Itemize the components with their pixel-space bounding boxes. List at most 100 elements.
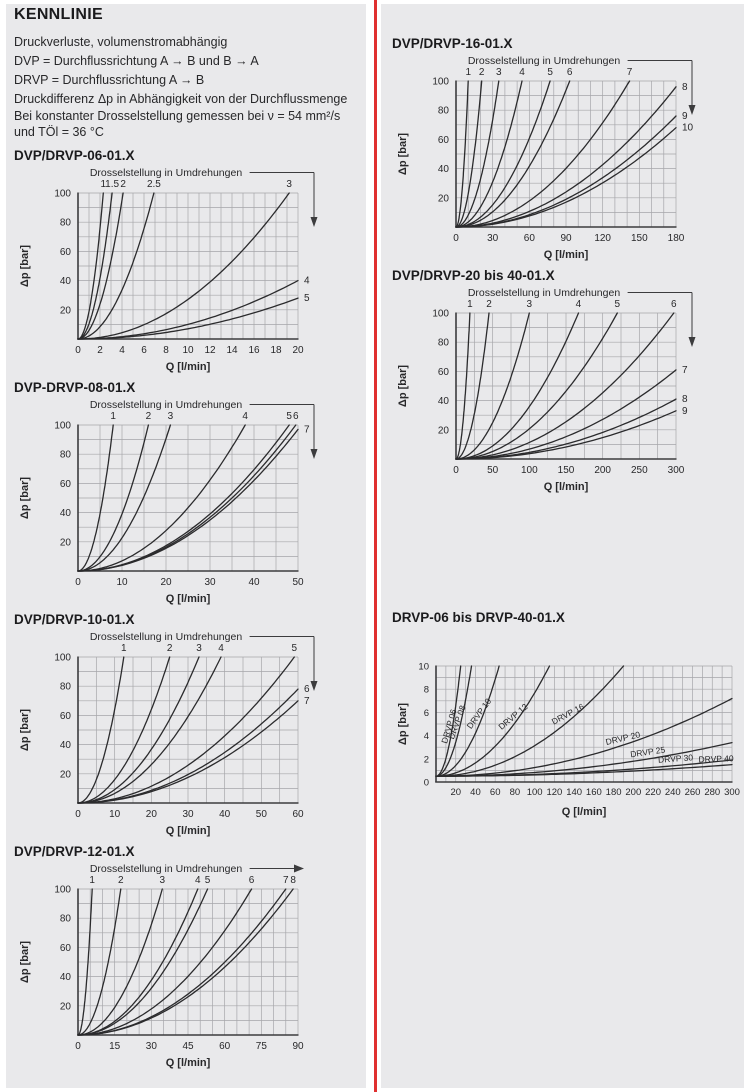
svg-text:10: 10 [109, 809, 121, 820]
chart-block-dvp-drvp-16: DVP/DRVP-16-01.X 0 30 60 90 120 150 180 20 40 60 8… [392, 36, 737, 265]
svg-text:Δp [bar]: Δp [bar] [397, 133, 409, 175]
svg-text:8: 8 [163, 345, 169, 356]
svg-text:8: 8 [290, 875, 296, 886]
intro-text: Druckverluste, volumenstromabhängig DVP … [14, 34, 366, 141]
svg-text:80: 80 [60, 914, 72, 925]
svg-text:3: 3 [168, 411, 174, 422]
svg-text:10: 10 [116, 577, 128, 588]
svg-text:20: 20 [438, 425, 450, 436]
chart-block-drvp-06-40: DRVP-06 bis DRVP-40-01.X 20 40 60 80 100 120 1… [392, 610, 744, 833]
svg-text:8: 8 [424, 685, 429, 696]
svg-text:20: 20 [60, 1001, 72, 1012]
svg-text:5: 5 [286, 411, 292, 422]
svg-text:10: 10 [418, 662, 429, 673]
svg-text:100: 100 [432, 77, 449, 88]
svg-text:60: 60 [60, 711, 72, 722]
svg-text:2: 2 [479, 67, 485, 78]
chart-title: DVP/DRVP-20 bis 40-01.X [392, 268, 555, 283]
svg-text:DRVP 25: DRVP 25 [630, 745, 666, 760]
svg-text:8: 8 [682, 394, 688, 405]
svg-text:60: 60 [490, 787, 501, 798]
svg-text:60: 60 [438, 135, 450, 146]
svg-text:0: 0 [75, 345, 81, 356]
svg-text:200: 200 [625, 787, 641, 798]
svg-text:40: 40 [60, 508, 72, 519]
svg-text:1: 1 [121, 643, 127, 654]
svg-text:50: 50 [292, 577, 304, 588]
svg-text:Q [l/min]: Q [l/min] [544, 249, 589, 261]
svg-text:15: 15 [109, 1041, 121, 1052]
chart-title: DRVP-06 bis DRVP-40-01.X [392, 610, 565, 625]
intro-line: DVP = Durchflussrichtung A → B und B → A [14, 54, 259, 68]
svg-text:60: 60 [60, 943, 72, 954]
dvp-drvp-16-chart: 0 30 60 90 120 150 180 20 40 60 80 100 Q [l/min] Δp [… [397, 55, 696, 261]
svg-text:2: 2 [118, 875, 124, 886]
svg-text:Drosselstellung in Umdrehungen: Drosselstellung in Umdrehungen [90, 631, 242, 643]
svg-text:7: 7 [627, 67, 633, 78]
dvp-drvp-08-chart: 0 10 20 30 40 50 20 40 60 80 100 Q [l/min] Δp [bar] D… [19, 399, 318, 605]
svg-text:40: 40 [248, 577, 260, 588]
svg-text:280: 280 [704, 787, 720, 798]
svg-text:Δp [bar]: Δp [bar] [19, 477, 31, 519]
svg-text:9: 9 [682, 111, 688, 122]
svg-text:2: 2 [97, 345, 103, 356]
chart-title: DVP/DRVP-06-01.X [14, 148, 135, 163]
svg-text:50: 50 [256, 809, 268, 820]
svg-text:16: 16 [248, 345, 260, 356]
svg-text:4: 4 [304, 276, 310, 287]
svg-text:60: 60 [292, 809, 304, 820]
svg-text:100: 100 [527, 787, 543, 798]
svg-text:20: 20 [450, 787, 461, 798]
chart-block-dvp-drvp-06: DVP/DRVP-06-01.X 0 2 4 6 8 10 12 14 16 18 20 20 40 60… [14, 148, 359, 377]
svg-text:DRVP 40: DRVP 40 [698, 753, 734, 764]
chart-title: DVP/DRVP-12-01.X [14, 844, 135, 859]
svg-text:120: 120 [546, 787, 562, 798]
svg-text:6: 6 [567, 67, 573, 78]
svg-text:Drosselstellung in Umdrehungen: Drosselstellung in Umdrehungen [90, 167, 242, 179]
svg-text:3: 3 [527, 299, 533, 310]
svg-text:0: 0 [75, 577, 81, 588]
svg-text:40: 40 [219, 809, 231, 820]
svg-text:40: 40 [470, 787, 481, 798]
svg-text:80: 80 [438, 338, 450, 349]
svg-text:1.5: 1.5 [105, 179, 119, 190]
svg-text:4: 4 [519, 67, 525, 78]
svg-text:80: 80 [60, 450, 72, 461]
svg-text:6: 6 [141, 345, 147, 356]
column-divider-line [374, 0, 377, 1092]
svg-text:30: 30 [146, 1041, 158, 1052]
svg-text:Q [l/min]: Q [l/min] [544, 481, 589, 493]
svg-text:40: 40 [60, 972, 72, 983]
chart-block-dvp-drvp-12: DVP/DRVP-12-01.X 0 15 30 45 60 75 90 20 40 60 80 10… [14, 844, 359, 1073]
chart-block-dvp-drvp-08: DVP-DRVP-08-01.X 0 10 20 30 40 50 20 40 60 80 100 Q… [14, 380, 359, 609]
svg-text:4: 4 [576, 299, 582, 310]
svg-text:60: 60 [219, 1041, 231, 1052]
svg-text:250: 250 [631, 465, 648, 476]
svg-text:2: 2 [146, 411, 152, 422]
svg-text:75: 75 [256, 1041, 268, 1052]
svg-text:6: 6 [249, 875, 255, 886]
svg-text:45: 45 [182, 1041, 194, 1052]
svg-text:0: 0 [453, 233, 459, 244]
svg-text:60: 60 [60, 479, 72, 490]
svg-text:6: 6 [671, 299, 677, 310]
svg-text:10: 10 [182, 345, 194, 356]
svg-text:DRVP 30: DRVP 30 [658, 752, 694, 764]
svg-text:5: 5 [205, 875, 211, 886]
svg-text:3: 3 [196, 643, 202, 654]
svg-text:1: 1 [467, 299, 473, 310]
svg-text:7: 7 [682, 365, 688, 376]
svg-text:240: 240 [665, 787, 681, 798]
svg-text:5: 5 [615, 299, 621, 310]
svg-text:1: 1 [110, 411, 116, 422]
svg-text:4: 4 [242, 411, 248, 422]
svg-text:40: 40 [60, 276, 72, 287]
svg-text:160: 160 [586, 787, 602, 798]
svg-text:1: 1 [89, 875, 95, 886]
chart-block-dvp-drvp-20-40: DVP/DRVP-20 bis 40-01.X 0 50 100 150 200 250 3… [392, 268, 737, 497]
svg-text:4: 4 [119, 345, 125, 356]
intro-line: Bei konstanter Drosselstellung gemessen … [14, 108, 341, 123]
